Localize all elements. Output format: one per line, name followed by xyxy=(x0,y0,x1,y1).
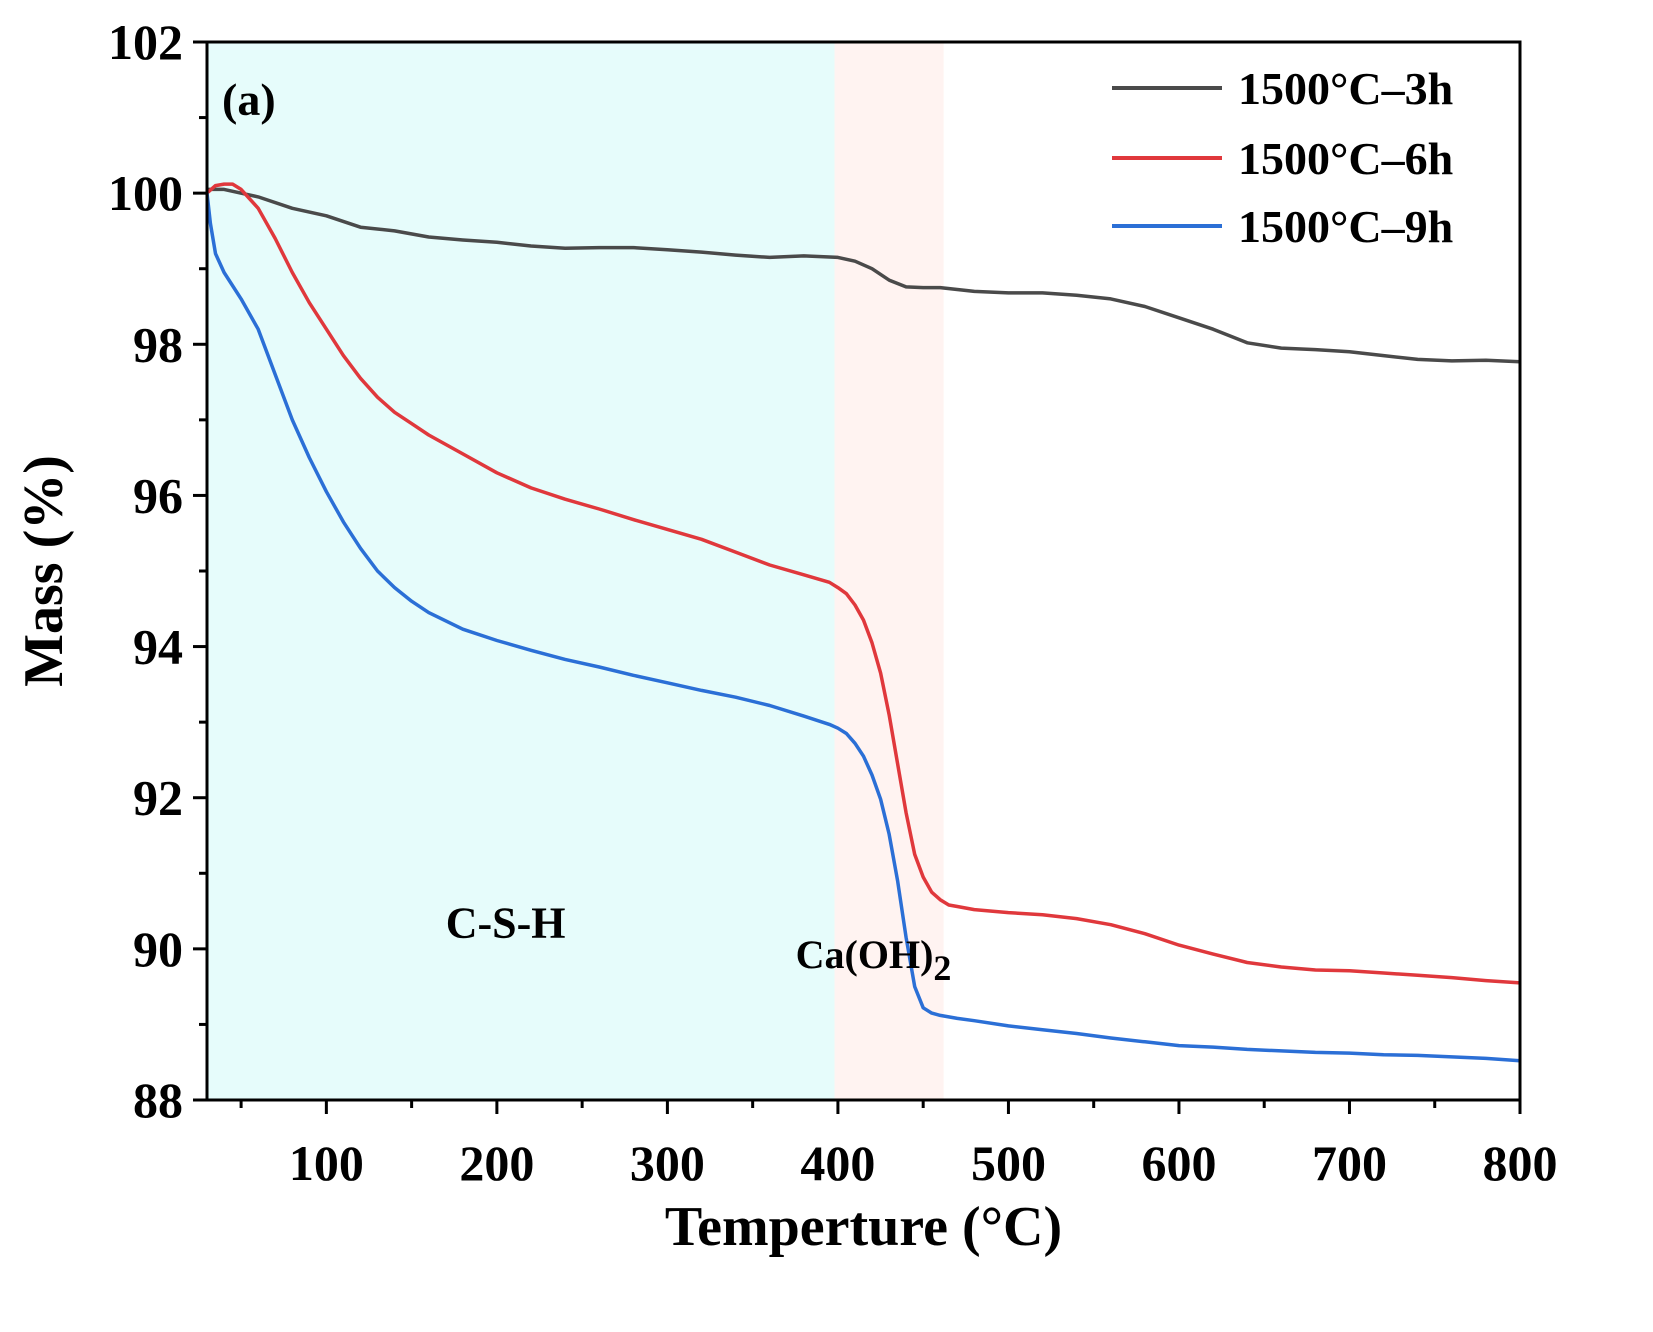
x-tick-label: 100 xyxy=(289,1135,364,1191)
series-line-3h xyxy=(207,187,1521,364)
y-tick-label: 90 xyxy=(133,921,183,977)
x-tick-label: 400 xyxy=(800,1135,875,1191)
legend: 1500°C–3h 1500°C–6h 1500°C–9h xyxy=(1112,63,1453,252)
region-label-caoh2-subscript: 2 xyxy=(933,948,951,988)
data-series xyxy=(205,182,1521,1063)
region-caoh2 xyxy=(834,42,944,1100)
y-axis-title: Mass (%) xyxy=(13,455,75,687)
region-label-csh-text: C-S-H xyxy=(446,899,566,948)
x-axis-title: Temperture (°C) xyxy=(665,1196,1062,1258)
axis-ticks: 100 200 300 400 500 600 700 800 88 90 92 94 96 98 100 1… xyxy=(108,14,1558,1191)
region-label-csh: C-S-H xyxy=(446,899,566,948)
x-tick-label: 600 xyxy=(1141,1135,1216,1191)
shaded-regions xyxy=(207,42,944,1100)
x-tick-label: 700 xyxy=(1312,1135,1387,1191)
x-tick-label: 200 xyxy=(459,1135,534,1191)
x-tick-label: 500 xyxy=(971,1135,1046,1191)
region-label-caoh2-text: Ca(OH) xyxy=(796,932,934,977)
legend-label-9h: 1500°C–9h xyxy=(1238,201,1453,252)
series-line-9h xyxy=(205,192,1521,1063)
region-label-caoh2: Ca(OH)2 xyxy=(796,932,952,988)
y-tick-label: 96 xyxy=(133,467,183,523)
y-tick-label: 98 xyxy=(133,316,183,372)
legend-label-3h: 1500°C–3h xyxy=(1238,63,1453,114)
x-tick-label: 800 xyxy=(1483,1135,1558,1191)
y-tick-label: 94 xyxy=(133,619,183,675)
x-tick-label: 300 xyxy=(630,1135,705,1191)
series-line-6h xyxy=(205,182,1521,985)
y-tick-label: 100 xyxy=(108,165,183,221)
y-tick-label: 92 xyxy=(133,770,183,826)
region-csh xyxy=(207,42,835,1100)
y-tick-label: 88 xyxy=(133,1072,183,1128)
legend-label-6h: 1500°C–6h xyxy=(1238,133,1453,184)
y-tick-label: 102 xyxy=(108,14,183,70)
panel-label: (a) xyxy=(222,74,276,125)
